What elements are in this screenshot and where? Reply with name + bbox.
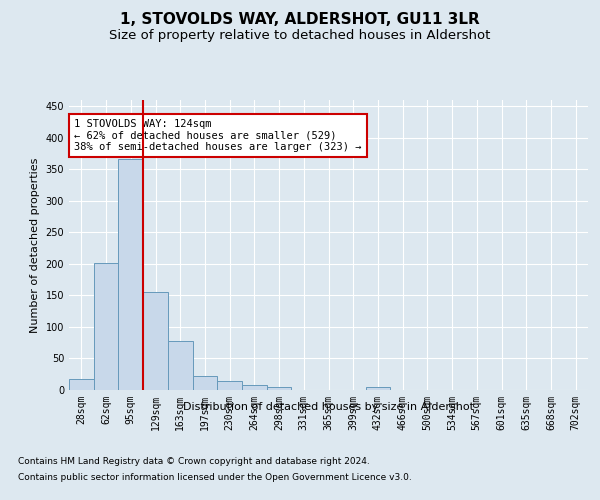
Bar	[193, 376, 217, 390]
Bar	[118, 158, 143, 390]
Bar	[267, 387, 292, 390]
Text: Contains HM Land Registry data © Crown copyright and database right 2024.: Contains HM Land Registry data © Crown c…	[18, 458, 370, 466]
Text: 1 STOVOLDS WAY: 124sqm
← 62% of detached houses are smaller (529)
38% of semi-de: 1 STOVOLDS WAY: 124sqm ← 62% of detached…	[74, 119, 362, 152]
Text: 1, STOVOLDS WAY, ALDERSHOT, GU11 3LR: 1, STOVOLDS WAY, ALDERSHOT, GU11 3LR	[120, 12, 480, 28]
Text: Size of property relative to detached houses in Aldershot: Size of property relative to detached ho…	[109, 28, 491, 42]
Y-axis label: Number of detached properties: Number of detached properties	[30, 158, 40, 332]
Bar	[242, 385, 267, 390]
Text: Contains public sector information licensed under the Open Government Licence v3: Contains public sector information licen…	[18, 472, 412, 482]
Text: Distribution of detached houses by size in Aldershot: Distribution of detached houses by size …	[184, 402, 475, 412]
Bar	[94, 262, 118, 390]
Bar	[168, 341, 193, 390]
Bar	[365, 388, 390, 390]
Bar	[217, 381, 242, 390]
Bar	[69, 378, 94, 390]
Bar	[143, 292, 168, 390]
